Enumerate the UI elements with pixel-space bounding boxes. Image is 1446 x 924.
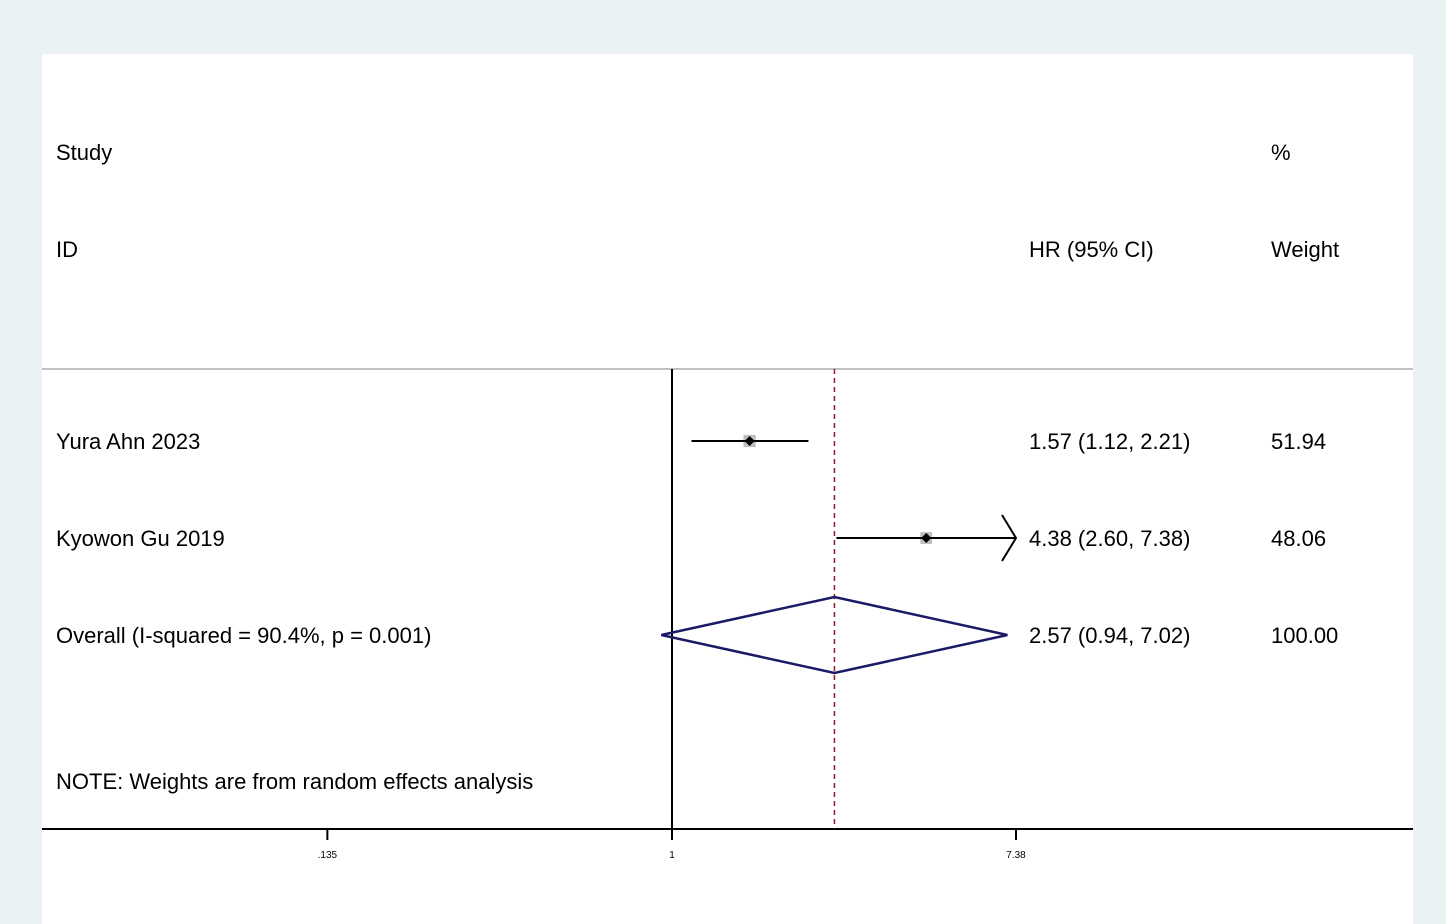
study-point-estimate xyxy=(921,533,932,543)
study-label: Kyowon Gu 2019 xyxy=(56,526,225,551)
x-tick-label: .135 xyxy=(318,850,338,861)
header-weight: Weight xyxy=(1271,237,1339,262)
header-effect: HR (95% CI) xyxy=(1029,237,1154,262)
header-percent: % xyxy=(1271,140,1291,165)
study-label: Yura Ahn 2023 xyxy=(56,429,200,454)
study-weight-text: 48.06 xyxy=(1271,526,1326,551)
x-tick-label: 7.38 xyxy=(1006,850,1026,861)
plot-marks: .135 1 7.38 Yura Ahn 2023 1.57 (1.12, 2.21) 5… xyxy=(56,369,1338,861)
study-ci-arrow xyxy=(1001,514,1018,562)
overall-label: Overall (I-squared = 90.4%, p = 0.001) xyxy=(56,623,431,648)
plot-panel xyxy=(42,54,1413,924)
study-point-estimate xyxy=(744,436,755,446)
footnote: NOTE: Weights are from random effects an… xyxy=(56,769,533,794)
x-tick-label: 1 xyxy=(669,850,675,861)
overall-weight-text: 100.00 xyxy=(1271,623,1338,648)
study-ci-text: 4.38 (2.60, 7.38) xyxy=(1029,526,1190,551)
header-id: ID xyxy=(56,237,78,262)
overall-ci-text: 2.57 (0.94, 7.02) xyxy=(1029,623,1190,648)
overall-diamond xyxy=(661,595,1008,675)
header-study: Study xyxy=(56,140,112,165)
study-ci-text: 1.57 (1.12, 2.21) xyxy=(1029,429,1190,454)
study-weight-text: 51.94 xyxy=(1271,429,1326,454)
